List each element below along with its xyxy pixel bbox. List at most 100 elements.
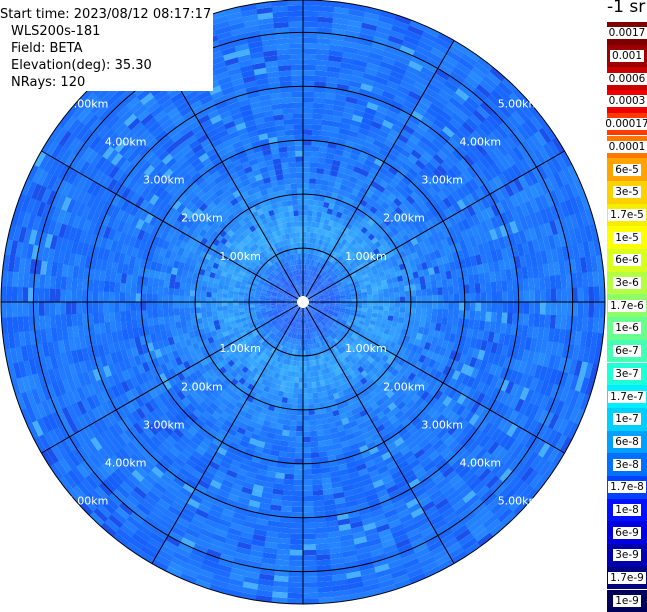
data-cell xyxy=(289,561,303,567)
data-cell xyxy=(540,302,546,315)
data-cell xyxy=(400,291,406,297)
data-cell xyxy=(147,310,153,319)
data-cell xyxy=(303,81,315,87)
data-cell xyxy=(426,289,432,296)
data-cell xyxy=(550,276,556,290)
data-cell xyxy=(303,146,312,152)
data-cell xyxy=(315,533,328,539)
data-cell xyxy=(318,157,326,163)
data-cell xyxy=(195,307,201,313)
data-cell xyxy=(302,598,318,604)
data-cell xyxy=(307,227,311,233)
data-cell xyxy=(298,383,303,389)
data-cell xyxy=(551,302,557,316)
data-cell xyxy=(415,283,421,290)
data-cell xyxy=(303,507,314,513)
data-cell xyxy=(310,162,318,168)
data-cell xyxy=(291,512,303,518)
data-cell xyxy=(539,277,545,291)
data-cell xyxy=(303,97,314,103)
data-cell xyxy=(303,210,308,216)
data-cell xyxy=(594,302,600,318)
data-cell xyxy=(297,410,303,416)
data-cell xyxy=(481,292,487,302)
data-cell xyxy=(291,523,303,529)
data-cell xyxy=(448,286,454,295)
data-cell xyxy=(303,108,314,114)
data-cell xyxy=(426,309,432,316)
data-cell xyxy=(405,291,411,297)
data-cell xyxy=(309,415,316,421)
data-cell xyxy=(287,593,303,599)
data-cell xyxy=(315,60,328,66)
data-cell xyxy=(442,287,448,295)
data-cell xyxy=(384,298,390,303)
data-cell xyxy=(475,293,481,303)
data-cell xyxy=(316,44,330,51)
data-cell xyxy=(179,308,185,315)
data-cell xyxy=(422,302,428,309)
data-cell xyxy=(556,289,562,303)
data-cell xyxy=(316,549,330,555)
data-cell xyxy=(528,314,534,327)
data-cell xyxy=(318,446,327,452)
data-cell xyxy=(281,506,293,512)
data-cell xyxy=(303,561,317,567)
data-cell xyxy=(303,70,316,76)
data-cell xyxy=(228,306,234,310)
data-cell xyxy=(454,302,460,311)
data-cell xyxy=(217,306,223,311)
data-cell xyxy=(453,286,459,295)
data-cell xyxy=(284,474,294,480)
data-cell xyxy=(492,302,498,313)
data-cell xyxy=(309,425,316,431)
data-cell xyxy=(313,500,324,506)
data-cell xyxy=(278,451,287,457)
data-cell xyxy=(312,484,323,490)
data-cell xyxy=(303,383,308,389)
data-cell xyxy=(502,302,508,313)
data-cell xyxy=(289,550,303,556)
data-cell xyxy=(303,544,317,550)
data-cell xyxy=(312,119,322,125)
data-cell xyxy=(373,294,379,298)
data-cell xyxy=(312,130,322,136)
data-cell xyxy=(400,297,406,303)
data-cell xyxy=(431,316,437,324)
data-cell xyxy=(311,468,321,474)
data-cell xyxy=(373,302,379,306)
data-cell xyxy=(436,280,442,288)
data-cell xyxy=(485,282,491,293)
data-cell xyxy=(307,377,312,383)
data-cell xyxy=(302,593,318,599)
data-cell xyxy=(290,528,303,534)
data-cell xyxy=(296,431,303,437)
data-cell xyxy=(441,317,447,325)
data-cell xyxy=(475,283,481,293)
data-cell xyxy=(303,394,308,400)
data-cell xyxy=(303,232,307,238)
data-cell xyxy=(309,184,316,190)
data-cell xyxy=(109,312,115,323)
data-cell xyxy=(303,0,319,6)
data-cell xyxy=(395,302,401,307)
data-cell xyxy=(303,183,309,189)
data-cell xyxy=(306,366,310,372)
data-cell xyxy=(395,297,401,302)
data-cell xyxy=(311,146,320,152)
data-cell xyxy=(152,309,158,318)
data-cell xyxy=(303,447,311,453)
data-cell xyxy=(437,309,443,317)
data-cell xyxy=(61,314,67,328)
data-cell xyxy=(384,302,390,307)
data-cell xyxy=(283,419,290,425)
data-cell xyxy=(293,474,303,480)
data-cell xyxy=(544,276,551,290)
data-cell xyxy=(318,152,327,158)
data-cell xyxy=(296,426,303,432)
data-cell xyxy=(319,451,328,458)
data-cell xyxy=(303,421,310,427)
data-cell xyxy=(583,287,589,303)
data-cell xyxy=(405,307,411,313)
data-cell xyxy=(507,313,513,325)
